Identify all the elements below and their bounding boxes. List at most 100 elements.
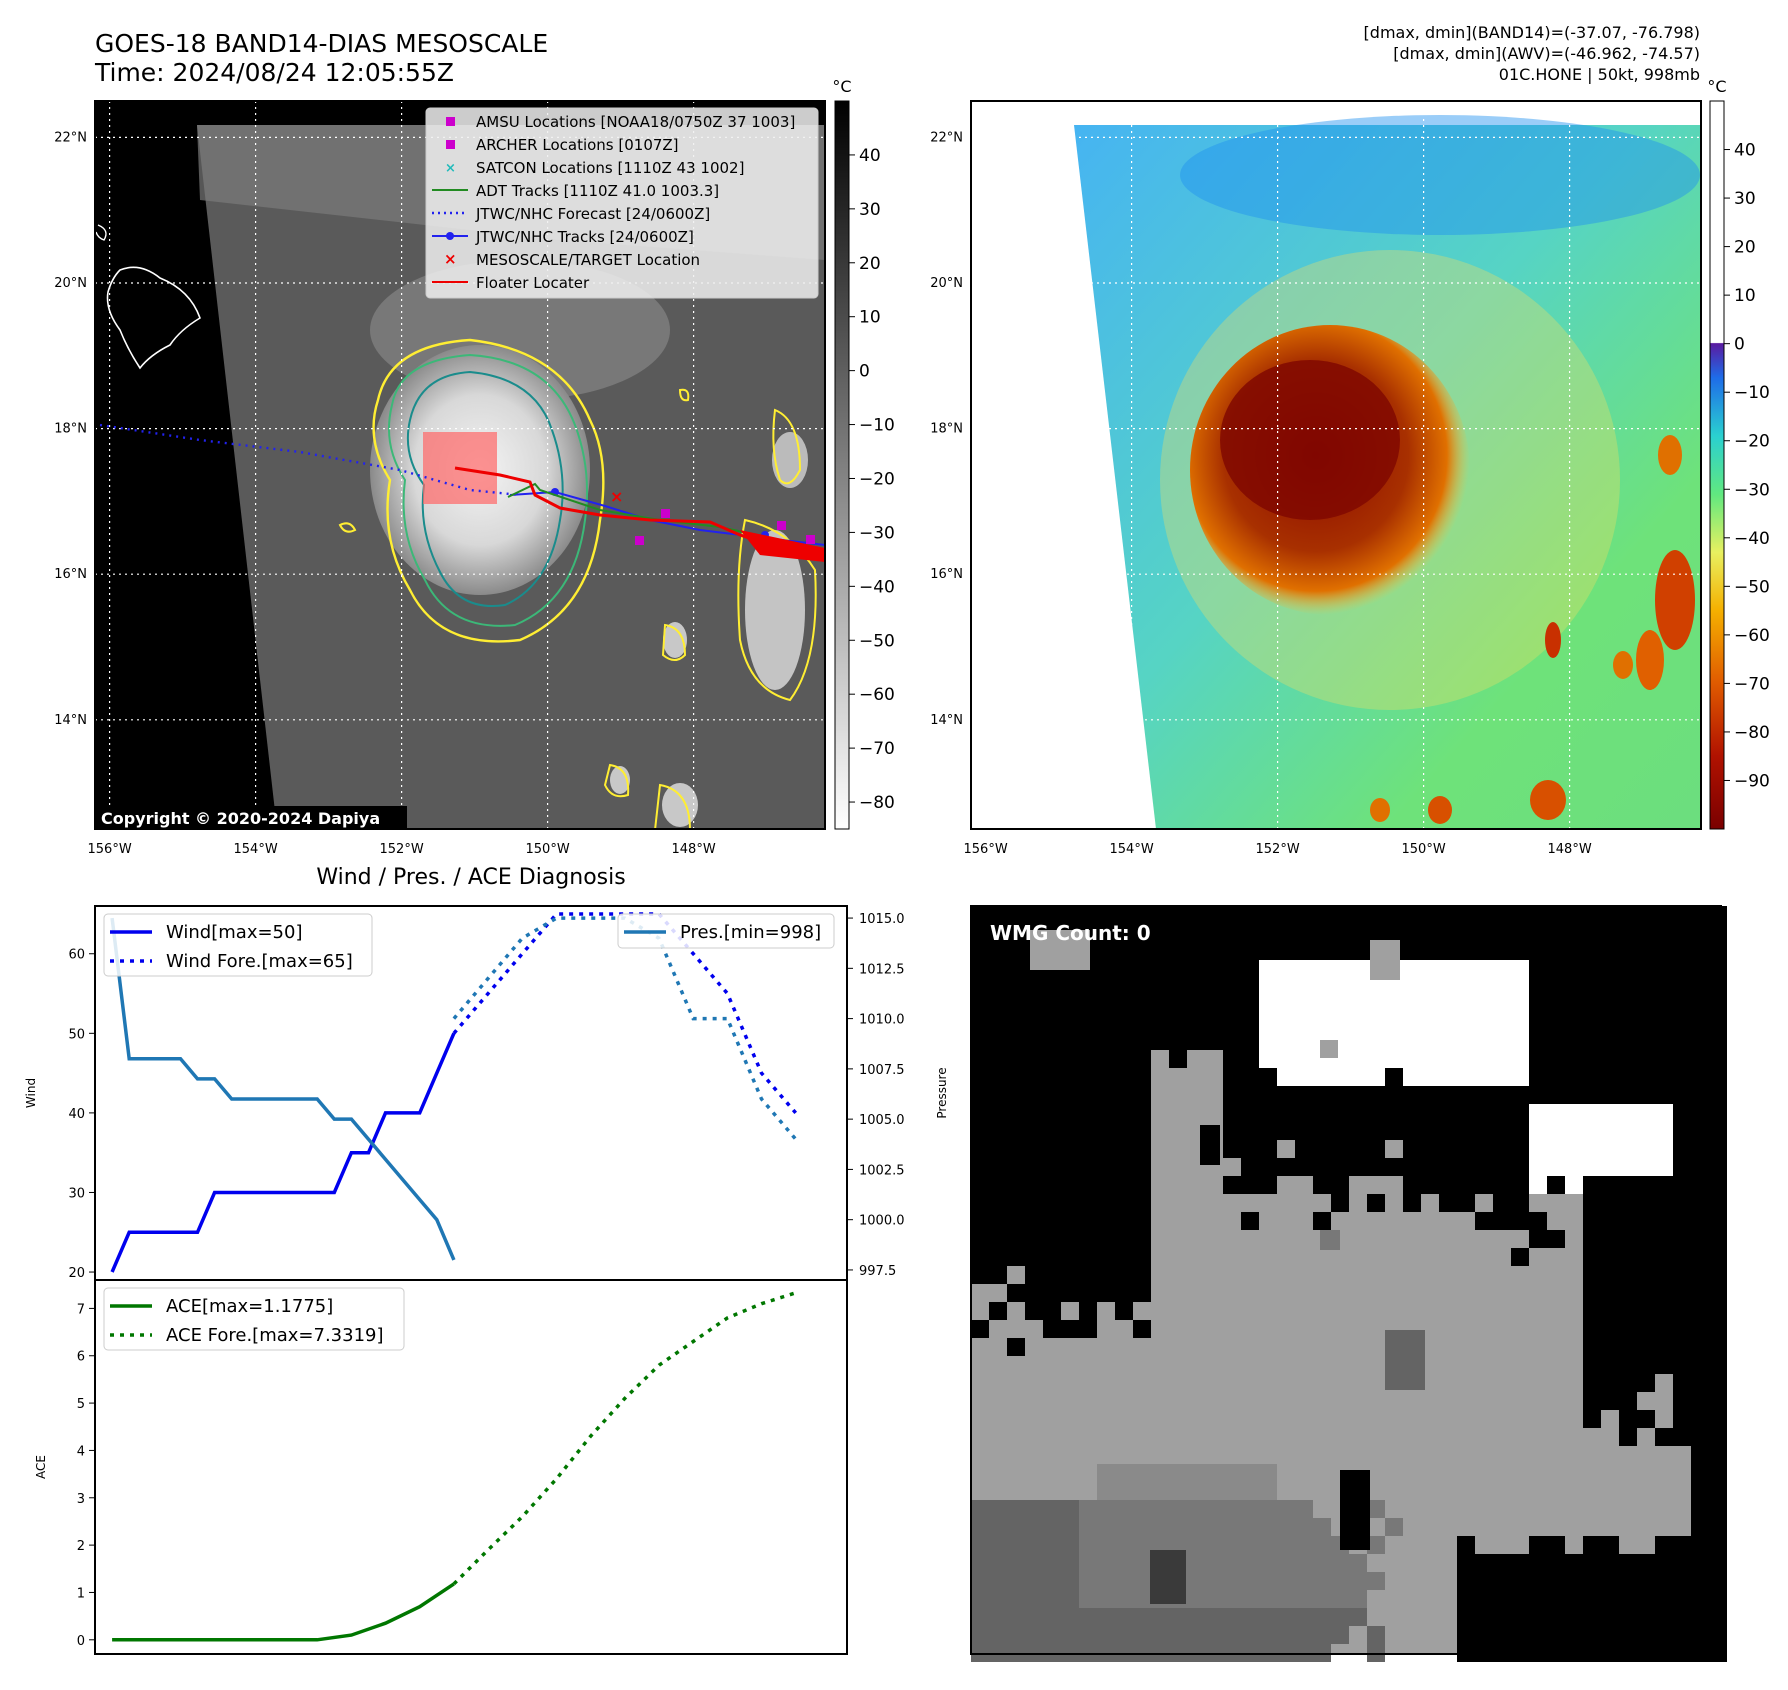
wmg-cell (1583, 1014, 1601, 1032)
wmg-cell (989, 1590, 1007, 1608)
wmg-cell (989, 1302, 1007, 1320)
wmg-cell (1241, 1212, 1259, 1230)
wmg-cell (1673, 1410, 1691, 1428)
wmg-cell (1097, 960, 1115, 978)
wmg-cell (1637, 1338, 1655, 1356)
wmg-cell (1691, 1158, 1709, 1176)
wmg-cell (1313, 1626, 1331, 1644)
wmg-cell (1205, 1536, 1223, 1554)
wmg-cell (1115, 1464, 1133, 1482)
colorbar-tick-label: 30 (1734, 189, 1756, 209)
wmg-cell (1529, 978, 1547, 996)
wmg-cell (1007, 1590, 1025, 1608)
wmg-cell (1673, 1158, 1691, 1176)
wmg-cell (1439, 1140, 1457, 1158)
wmg-cell (1169, 1536, 1187, 1554)
wmg-cell (971, 942, 989, 960)
info-band14: [dmax, dmin](BAND14)=(-37.07, -76.798) (1364, 23, 1700, 42)
wmg-cell (1331, 1104, 1349, 1122)
wmg-cell (1601, 1014, 1619, 1032)
colorbar-tick-label: 30 (859, 200, 881, 220)
wmg-cell (1385, 1086, 1403, 1104)
wmg-cell (1673, 1230, 1691, 1248)
wmg-cell (1187, 1464, 1205, 1482)
wmg-cell (1457, 942, 1475, 960)
wmg-cell (1349, 1590, 1367, 1608)
wmg-cell (1619, 942, 1637, 960)
wmg-cell (1115, 906, 1133, 924)
wmg-cell (1655, 1230, 1673, 1248)
wmg-cell (1673, 1176, 1691, 1194)
map2-frame (970, 100, 1702, 830)
wmg-cell (1320, 1040, 1338, 1058)
wmg-cell (1619, 1194, 1637, 1212)
wmg-cell (1421, 1050, 1439, 1068)
wmg-cell (1529, 1122, 1547, 1140)
wmg-cell (1367, 1500, 1385, 1518)
wmg-cell (1223, 1086, 1241, 1104)
wmg-cell (1529, 1032, 1547, 1050)
wmg-cell (1115, 1230, 1133, 1248)
ace-tick-label: 5 (77, 1397, 85, 1412)
wmg-cell (1565, 942, 1583, 960)
legend-target-marker: × (444, 250, 457, 268)
wmg-cell (1259, 1032, 1277, 1050)
wmg-cell (1295, 1122, 1313, 1140)
wmg-cell (1547, 906, 1565, 924)
wmg-cell (1097, 1518, 1115, 1536)
wmg-cell (989, 1140, 1007, 1158)
wmg-cell (1349, 1608, 1367, 1626)
wmg-cell (1475, 996, 1493, 1014)
wmg-cell (1223, 906, 1241, 924)
wmg-cell (1025, 1590, 1043, 1608)
wmg-cell (1637, 1554, 1655, 1572)
wmg-cell (1421, 942, 1439, 960)
lat-tick-label: 16°N (930, 567, 963, 582)
wmg-cell (1691, 960, 1709, 978)
wmg-cell (1385, 996, 1403, 1014)
wmg-cell (1205, 1608, 1223, 1626)
wmg-cell (1133, 1572, 1151, 1590)
wmg-cell (1025, 1068, 1043, 1086)
wmg-cell (1295, 996, 1313, 1014)
wmg-cell (1673, 1266, 1691, 1284)
wmg-cell (1277, 960, 1295, 978)
wmg-cell (971, 1536, 989, 1554)
wmg-cell (1079, 1320, 1097, 1338)
wmg-cell (1349, 960, 1367, 978)
wmg-cell (1079, 1050, 1097, 1068)
lon-tick-label: 148°W (672, 842, 716, 857)
wmg-cell (1691, 1518, 1709, 1536)
wmg-cell (1241, 1482, 1259, 1500)
colorbar-tick-label: 10 (859, 308, 881, 328)
pressure-tick-label: 1012.5 (859, 962, 905, 977)
wmg-cell (1403, 1032, 1421, 1050)
wmg-cell (1349, 1140, 1367, 1158)
wmg-cell (1115, 1590, 1133, 1608)
wmg-cell (1025, 1248, 1043, 1266)
wmg-cell (1583, 1248, 1601, 1266)
wmg-cell (1043, 1518, 1061, 1536)
wmg-cell (1169, 1482, 1187, 1500)
wmg-cell (1583, 1122, 1601, 1140)
wmg-cell (1709, 960, 1727, 978)
wmg-cell (1511, 1068, 1529, 1086)
wmg-cell (1259, 1518, 1277, 1536)
wmg-cell (1061, 1590, 1079, 1608)
wmg-cell (1655, 1590, 1673, 1608)
wmg-cell (1619, 924, 1637, 942)
wmg-cell (1115, 1536, 1133, 1554)
wmg-frame (970, 905, 1722, 1655)
wmg-cell (1097, 1608, 1115, 1626)
wmg-cell (1277, 1536, 1295, 1554)
wmg-cell (1133, 1482, 1151, 1500)
wmg-cell (1025, 1158, 1043, 1176)
wmg-cell (1205, 1590, 1223, 1608)
wmg-cell (1601, 942, 1619, 960)
copyright-text: Copyright © 2020-2024 Dapiya (101, 809, 380, 828)
wmg-cell (1457, 978, 1475, 996)
wmg-cell (1601, 924, 1619, 942)
wmg-cell (1133, 924, 1151, 942)
wmg-cell (989, 1032, 1007, 1050)
wmg-cell (1601, 1104, 1619, 1122)
